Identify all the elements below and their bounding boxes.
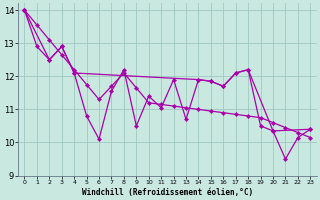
X-axis label: Windchill (Refroidissement éolien,°C): Windchill (Refroidissement éolien,°C) (82, 188, 253, 197)
